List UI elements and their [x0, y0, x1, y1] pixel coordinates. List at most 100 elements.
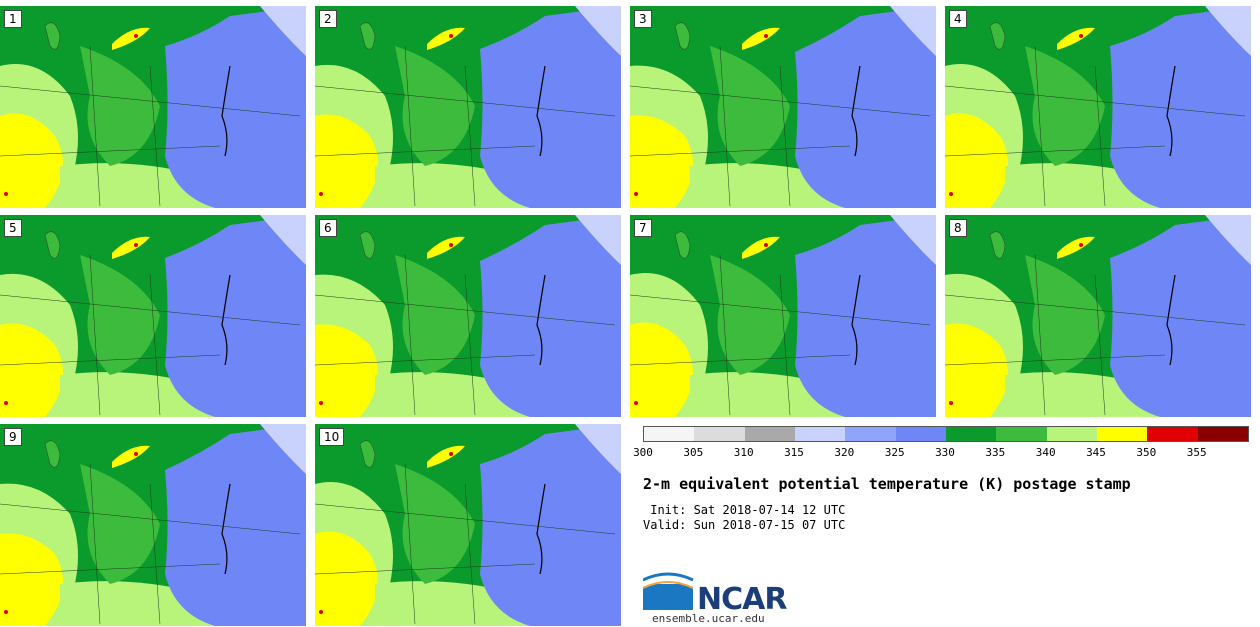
hot-region: [0, 113, 63, 208]
cool-region: [165, 6, 306, 208]
hotspot: [4, 610, 8, 614]
colorbar-tick: 315: [784, 446, 804, 459]
colorbar-tick: 325: [884, 446, 905, 459]
hotspot: [764, 243, 768, 247]
lake-band: [112, 445, 150, 468]
moist-region: [395, 255, 475, 375]
state-borders: [315, 45, 616, 207]
colorbar-swatch: [1096, 427, 1148, 441]
cool-ocean-region: [890, 6, 936, 56]
moist-region: [395, 464, 475, 584]
colorbar-tick: 330: [935, 446, 955, 459]
panel-label: 9: [4, 428, 22, 446]
hot-region: [0, 533, 63, 626]
ncar-logo-icon: [643, 572, 694, 610]
hotspot: [949, 192, 953, 196]
colorbar-swatch: [895, 427, 946, 441]
colorbar-tick: 320: [834, 446, 855, 459]
map-panel-6: 6: [315, 215, 621, 417]
lake-band: [1057, 236, 1095, 259]
cool-ocean-region: [1205, 215, 1251, 265]
hotspot: [449, 243, 453, 247]
map-panel-4: 4: [945, 6, 1251, 208]
map-field: [630, 215, 936, 417]
colorbar-tick: 350: [1136, 446, 1157, 459]
panel-label: 1: [4, 10, 22, 28]
lake-michigan: [989, 231, 1006, 259]
cool-region: [795, 215, 936, 417]
lake-michigan: [989, 22, 1006, 50]
lake-michigan: [359, 22, 376, 50]
cool-ocean-region: [890, 215, 936, 265]
cool-ocean-region: [575, 424, 621, 474]
cool-ocean-region: [260, 215, 306, 265]
map-panel-9: 9: [0, 424, 306, 626]
lake-michigan: [44, 231, 61, 259]
colorbar-tick: 345: [1086, 446, 1106, 459]
colorbar-tick: 300: [633, 446, 653, 459]
panel-label: 5: [4, 219, 22, 237]
colorbar-swatch: [744, 427, 795, 441]
colorbar: [643, 426, 1249, 442]
lake-michigan: [674, 22, 691, 50]
hotspot: [449, 34, 453, 38]
moist-region: [710, 255, 790, 375]
coastline: [221, 274, 231, 366]
coastline: [536, 274, 546, 366]
panel-label: 3: [634, 10, 652, 28]
lake-michigan: [44, 22, 61, 50]
hotspot: [134, 452, 138, 456]
hotspot: [4, 401, 8, 405]
state-borders: [945, 254, 1246, 416]
coastline: [221, 65, 231, 157]
cool-region: [480, 215, 621, 417]
map-field: [315, 6, 621, 208]
panel-label: 6: [319, 219, 337, 237]
colorbar-swatch: [794, 427, 846, 441]
map-panel-10: 10: [315, 424, 621, 626]
hotspot: [634, 401, 638, 405]
map-field: [945, 6, 1251, 208]
coastline: [851, 65, 861, 157]
map-panel-8: 8: [945, 215, 1251, 417]
hot-region: [315, 324, 378, 417]
hotspot: [634, 192, 638, 196]
colorbar-tick: 305: [683, 446, 704, 459]
hot-region: [630, 322, 693, 417]
hotspot: [1079, 243, 1083, 247]
lake-band: [742, 27, 780, 50]
hot-region: [630, 115, 693, 208]
map-field: [315, 215, 621, 417]
coastline: [221, 483, 231, 575]
coastline: [1166, 274, 1176, 366]
lake-michigan: [359, 440, 376, 468]
map-panel-5: 5: [0, 215, 306, 417]
colorbar-swatch: [1197, 427, 1248, 441]
panel-label: 10: [319, 428, 345, 446]
hotspot: [949, 401, 953, 405]
colorbar-tick: 335: [985, 446, 1006, 459]
coastline: [1166, 65, 1176, 157]
moist-region: [80, 46, 160, 166]
cool-region: [165, 215, 306, 417]
colorbar-swatch: [945, 427, 997, 441]
state-borders: [630, 254, 931, 416]
colorbar-swatch: [644, 427, 695, 441]
colorbar-ticks: 300 305 310 315 320 325 330 335 340 345 …: [633, 446, 1247, 460]
lake-band: [427, 27, 465, 50]
hotspot: [319, 192, 323, 196]
map-field: [315, 424, 621, 626]
hot-region: [945, 113, 1008, 208]
panel-label: 4: [949, 10, 967, 28]
map-panel-7: 7: [630, 215, 936, 417]
cool-region: [480, 424, 621, 626]
map-field: [630, 6, 936, 208]
logo-url: ensemble.ucar.edu: [652, 612, 765, 625]
valid-time: Valid: Sun 2018-07-15 07 UTC: [643, 518, 846, 532]
lake-band: [427, 445, 465, 468]
figure-title: 2-m equivalent potential temperature (K)…: [643, 475, 1131, 493]
hotspot: [319, 610, 323, 614]
state-borders: [0, 45, 301, 207]
lake-band: [1057, 27, 1095, 50]
lake-michigan: [674, 231, 691, 259]
